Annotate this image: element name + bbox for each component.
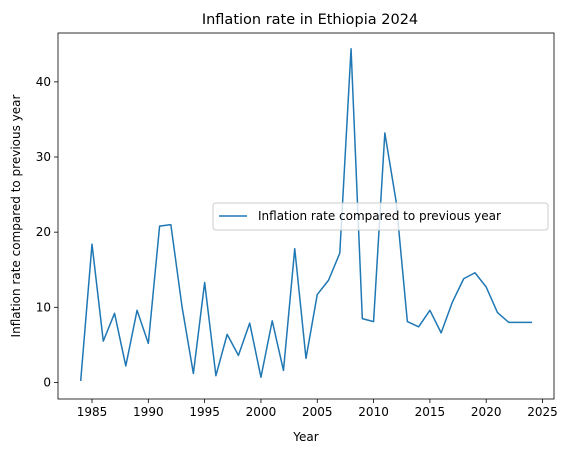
y-axis-label: Inflation rate compared to previous year xyxy=(9,94,23,337)
x-tick-label: 2025 xyxy=(527,405,558,419)
x-tick-label: 2000 xyxy=(246,405,277,419)
y-tick-label: 40 xyxy=(36,75,51,89)
y-tick-label: 30 xyxy=(36,150,51,164)
legend-box xyxy=(212,202,549,231)
chart-title: Inflation rate in Ethiopia 2024 xyxy=(202,12,418,28)
y-tick-label: 20 xyxy=(36,225,51,239)
x-tick-label: 1990 xyxy=(133,405,164,419)
x-tick-label: 1985 xyxy=(77,405,108,419)
y-tick-label: 10 xyxy=(36,300,51,314)
x-tick-label: 1995 xyxy=(189,405,220,419)
y-axis-ticks: 0 10 20 30 40 xyxy=(36,75,58,389)
plot-frame xyxy=(57,32,555,400)
y-tick-label: 0 xyxy=(43,375,51,389)
x-tick-label: 2020 xyxy=(471,405,502,419)
x-tick-label: 2010 xyxy=(358,405,389,419)
x-tick-label: 2015 xyxy=(415,405,446,419)
series-line-inflation xyxy=(79,48,532,382)
legend: Inflation rate compared to previous year xyxy=(212,202,549,231)
legend-label: Inflation rate compared to previous year xyxy=(258,209,501,223)
x-axis-ticks: 1985 1990 1995 2000 2005 2010 2015 2020 2025 xyxy=(77,399,558,419)
x-axis-label: Year xyxy=(292,430,318,444)
x-tick-label: 2005 xyxy=(302,405,333,419)
